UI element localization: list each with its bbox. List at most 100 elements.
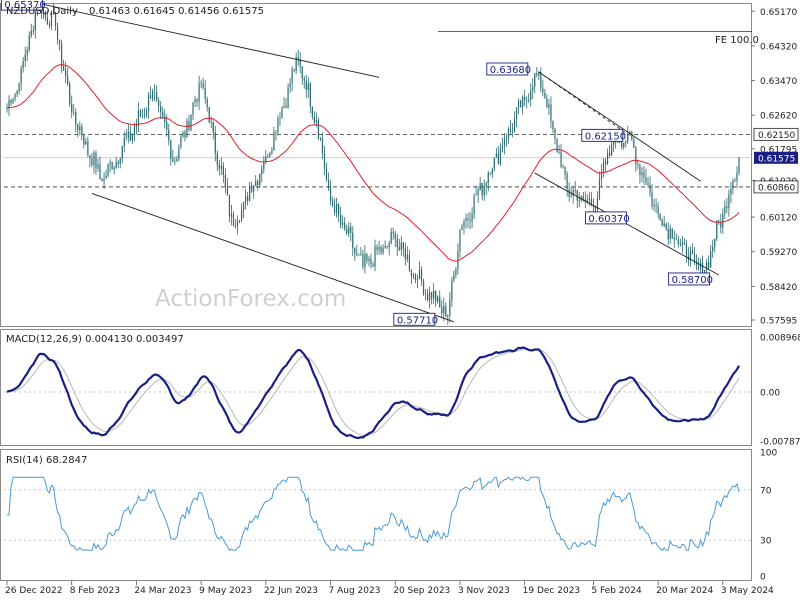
candle-body — [127, 131, 129, 138]
candle-body — [657, 206, 659, 214]
candle-body — [267, 156, 269, 158]
candle-body — [481, 182, 483, 196]
candle-body — [404, 248, 406, 260]
candle-body — [285, 105, 287, 108]
candle-body — [461, 226, 463, 231]
candle-body — [107, 163, 109, 176]
candle-body — [277, 118, 279, 133]
candle-body — [544, 92, 546, 99]
candle-body — [204, 88, 206, 99]
candle-body — [105, 175, 107, 179]
candle-body — [325, 168, 328, 181]
candle-body — [564, 166, 566, 174]
symbol-label: NZDUSD,Daily — [6, 6, 78, 17]
price-label-text: 0.65370 — [4, 0, 45, 11]
candle-body — [623, 142, 625, 147]
dashed-trend-line — [538, 71, 629, 135]
candle-body — [261, 168, 263, 175]
candle-body — [368, 258, 370, 261]
candle-body — [471, 214, 473, 222]
candle-body — [214, 132, 216, 154]
candle-body — [305, 80, 307, 90]
candle-body — [712, 246, 714, 252]
candle-body — [301, 66, 303, 79]
candle-body — [143, 115, 146, 116]
candle-body — [354, 247, 356, 254]
candle-body — [10, 99, 12, 103]
candle-body — [410, 269, 413, 276]
candle-body — [83, 134, 85, 145]
candle-body — [352, 232, 354, 248]
candle-body — [186, 120, 188, 138]
candle-body — [259, 174, 261, 186]
candle-body — [87, 141, 89, 156]
candle-body — [487, 172, 489, 184]
fib-label: FE 100.0 — [715, 35, 759, 46]
candle-body — [524, 96, 526, 100]
candle-body — [386, 245, 388, 247]
candle-body — [655, 204, 657, 207]
candle-body — [426, 293, 429, 301]
price-tick-label: 0.59270 — [760, 248, 797, 258]
candle-body — [364, 253, 366, 267]
candle-body — [60, 43, 63, 67]
candle-body — [706, 262, 708, 271]
candle-body — [659, 213, 661, 220]
candle-body — [627, 134, 629, 142]
candle-body — [641, 172, 643, 176]
candle-body — [176, 159, 178, 161]
candle-body — [26, 49, 28, 55]
candle-body — [297, 57, 299, 59]
level-tag — [753, 127, 799, 141]
candle-body — [48, 24, 51, 27]
candle-body — [631, 131, 633, 140]
candle-body — [562, 166, 564, 168]
candle-body — [6, 107, 8, 109]
candle-body — [560, 152, 562, 167]
candle-body — [194, 98, 196, 103]
candle-body — [710, 251, 712, 268]
candle-body — [145, 110, 148, 116]
candle-body — [736, 172, 738, 182]
candle-body — [611, 144, 613, 156]
candle-body — [56, 26, 59, 40]
candle-body — [433, 290, 435, 299]
price-label-box — [486, 62, 529, 76]
candle-body — [101, 179, 103, 182]
candle-body — [435, 290, 437, 302]
candle-body — [568, 189, 570, 197]
candle-body — [380, 247, 382, 253]
candle-body — [396, 238, 398, 248]
candle-body — [520, 100, 522, 108]
rsi-panel-frame — [0, 449, 752, 581]
candle-body — [8, 99, 10, 108]
candle-body — [281, 107, 283, 118]
candle-body — [437, 296, 439, 302]
price-label-box — [0, 0, 43, 11]
candle-body — [596, 198, 599, 210]
candle-body — [424, 293, 427, 295]
x-tick-label: 3 May 2024 — [721, 586, 774, 596]
candle-body — [465, 218, 467, 222]
price-tick-label: 0.64320 — [760, 42, 797, 52]
candle-body — [422, 280, 425, 295]
candle-body — [95, 152, 97, 169]
price-label-text: 0.63680 — [490, 65, 531, 76]
candle-body — [661, 219, 663, 226]
rsi-tick-label: 100 — [760, 449, 777, 459]
price-tick-label: 0.62620 — [760, 112, 797, 122]
candle-body — [406, 254, 408, 260]
price-label-box — [668, 272, 711, 286]
candle-body — [232, 213, 235, 227]
candle-body — [156, 92, 158, 101]
candle-body — [265, 156, 267, 162]
candle-body — [311, 106, 313, 117]
candle-body — [346, 228, 348, 234]
candle-body — [257, 181, 259, 186]
candle-body — [509, 128, 512, 132]
candle-body — [313, 116, 315, 123]
candle-body — [299, 58, 301, 67]
candle-body — [445, 306, 447, 317]
candle-body — [212, 122, 214, 133]
candle-body — [420, 269, 423, 281]
